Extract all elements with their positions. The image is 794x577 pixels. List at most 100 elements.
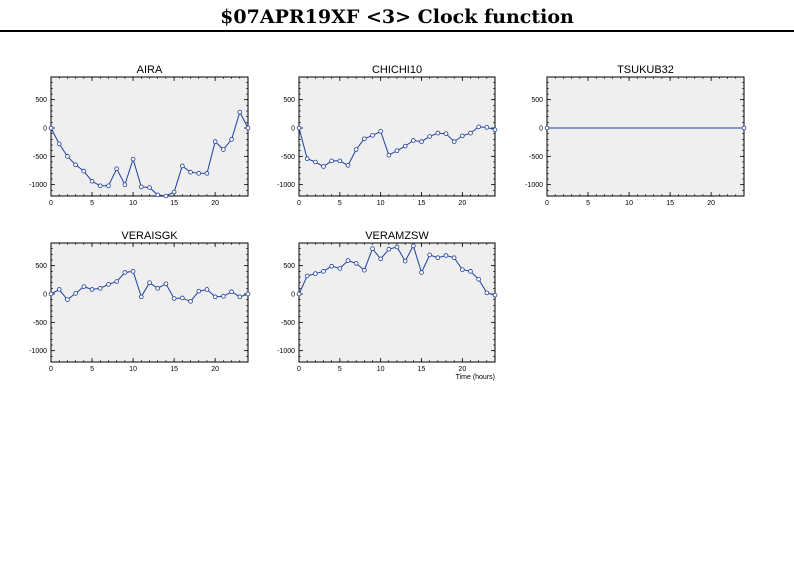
data-point — [460, 267, 465, 272]
data-point — [56, 141, 62, 147]
data-point — [435, 255, 441, 261]
y-tick-label: 500 — [35, 263, 47, 270]
x-tick-label: 0 — [297, 366, 301, 373]
plot-title: CHICHI10 — [372, 64, 422, 76]
data-point — [237, 294, 243, 300]
data-point — [65, 154, 70, 159]
y-tick-label: -1000 — [525, 182, 543, 189]
data-point — [484, 290, 490, 296]
data-point — [163, 193, 169, 199]
y-tick-label: 0 — [291, 126, 295, 133]
y-tick-label: -500 — [33, 320, 47, 327]
plot-area — [50, 76, 249, 197]
data-point — [435, 130, 441, 136]
data-point — [451, 139, 457, 144]
data-point — [329, 263, 334, 269]
data-point — [419, 270, 424, 275]
data-point — [81, 284, 87, 289]
x-tick-label: 0 — [49, 366, 53, 373]
data-point — [427, 252, 432, 258]
y-tick-label: 500 — [35, 97, 47, 104]
data-point — [492, 292, 498, 298]
data-point — [321, 269, 326, 274]
data-point — [468, 269, 473, 274]
data-point — [386, 152, 392, 158]
data-point — [204, 171, 210, 176]
data-point — [89, 287, 95, 292]
data-point — [353, 147, 359, 152]
data-point — [163, 281, 169, 287]
x-tick-label: 10 — [377, 366, 385, 373]
x-tick-label: 15 — [666, 200, 674, 207]
y-tick-label: 0 — [43, 126, 47, 133]
data-point — [122, 182, 128, 187]
plot-area — [50, 242, 249, 363]
panel-1: CHICHI10 0 5 10 15 20 500 0 -500 -1000 — [277, 64, 498, 207]
y-tick-label: -500 — [33, 154, 47, 161]
data-point — [544, 125, 550, 131]
data-point — [443, 131, 449, 136]
x-tick-label: 20 — [458, 366, 466, 373]
panel-3: VERAISGK 0 5 10 15 20 500 0 -500 -1000 — [29, 230, 251, 373]
data-point — [378, 129, 383, 134]
data-point — [451, 255, 457, 261]
data-point — [188, 169, 193, 175]
x-tick-label: 5 — [90, 200, 94, 207]
data-point — [296, 291, 302, 297]
data-point — [48, 291, 54, 297]
plot-title: VERAISGK — [121, 230, 178, 242]
data-point — [229, 289, 234, 295]
data-point — [212, 294, 218, 300]
data-point — [313, 271, 318, 276]
data-point — [65, 297, 70, 302]
data-point — [476, 276, 481, 282]
data-point — [48, 125, 54, 131]
data-point — [296, 125, 302, 131]
x-tick-label: 15 — [418, 200, 426, 207]
data-point — [411, 138, 416, 143]
data-point — [402, 143, 408, 149]
data-point — [130, 156, 136, 162]
x-tick-label: 20 — [707, 200, 715, 207]
data-point — [484, 125, 490, 130]
data-point — [73, 291, 78, 296]
data-point — [402, 258, 408, 264]
y-tick-label: -1000 — [29, 182, 47, 189]
data-point — [114, 166, 119, 172]
data-point — [130, 269, 136, 274]
data-point — [468, 130, 473, 136]
x-tick-label: 20 — [458, 200, 466, 207]
data-point — [313, 159, 318, 165]
y-tick-label: -1000 — [277, 182, 295, 189]
y-tick-label: 0 — [43, 292, 47, 299]
page-title: $07APR19XF <3> Clock function — [220, 6, 574, 28]
data-point — [138, 184, 144, 190]
y-tick-label: 500 — [283, 263, 295, 270]
data-point — [180, 163, 185, 169]
data-point — [460, 133, 465, 139]
plot-area — [298, 242, 496, 363]
data-point — [171, 189, 177, 195]
data-point — [221, 293, 226, 299]
data-point — [138, 294, 144, 300]
data-point — [492, 127, 498, 132]
y-tick-label: -1000 — [29, 348, 47, 355]
x-tick-label: 20 — [211, 366, 219, 373]
data-point — [221, 147, 226, 152]
data-point — [196, 288, 202, 294]
x-tick-label: 15 — [418, 366, 426, 373]
plot-title: AIRA — [137, 64, 163, 76]
y-tick-label: -1000 — [277, 348, 295, 355]
y-tick-label: 500 — [531, 97, 543, 104]
y-tick-label: 0 — [291, 292, 295, 299]
x-tick-label: 10 — [129, 200, 137, 207]
data-point — [245, 291, 251, 297]
x-tick-label: 20 — [211, 200, 219, 207]
x-tick-label: 15 — [170, 366, 178, 373]
data-point — [180, 295, 185, 301]
panel-0: AIRA 0 5 10 15 20 500 0 -500 -1000 — [29, 64, 251, 207]
y-tick-label: -500 — [281, 154, 295, 161]
data-point — [89, 178, 95, 184]
x-tick-label: 10 — [129, 366, 137, 373]
